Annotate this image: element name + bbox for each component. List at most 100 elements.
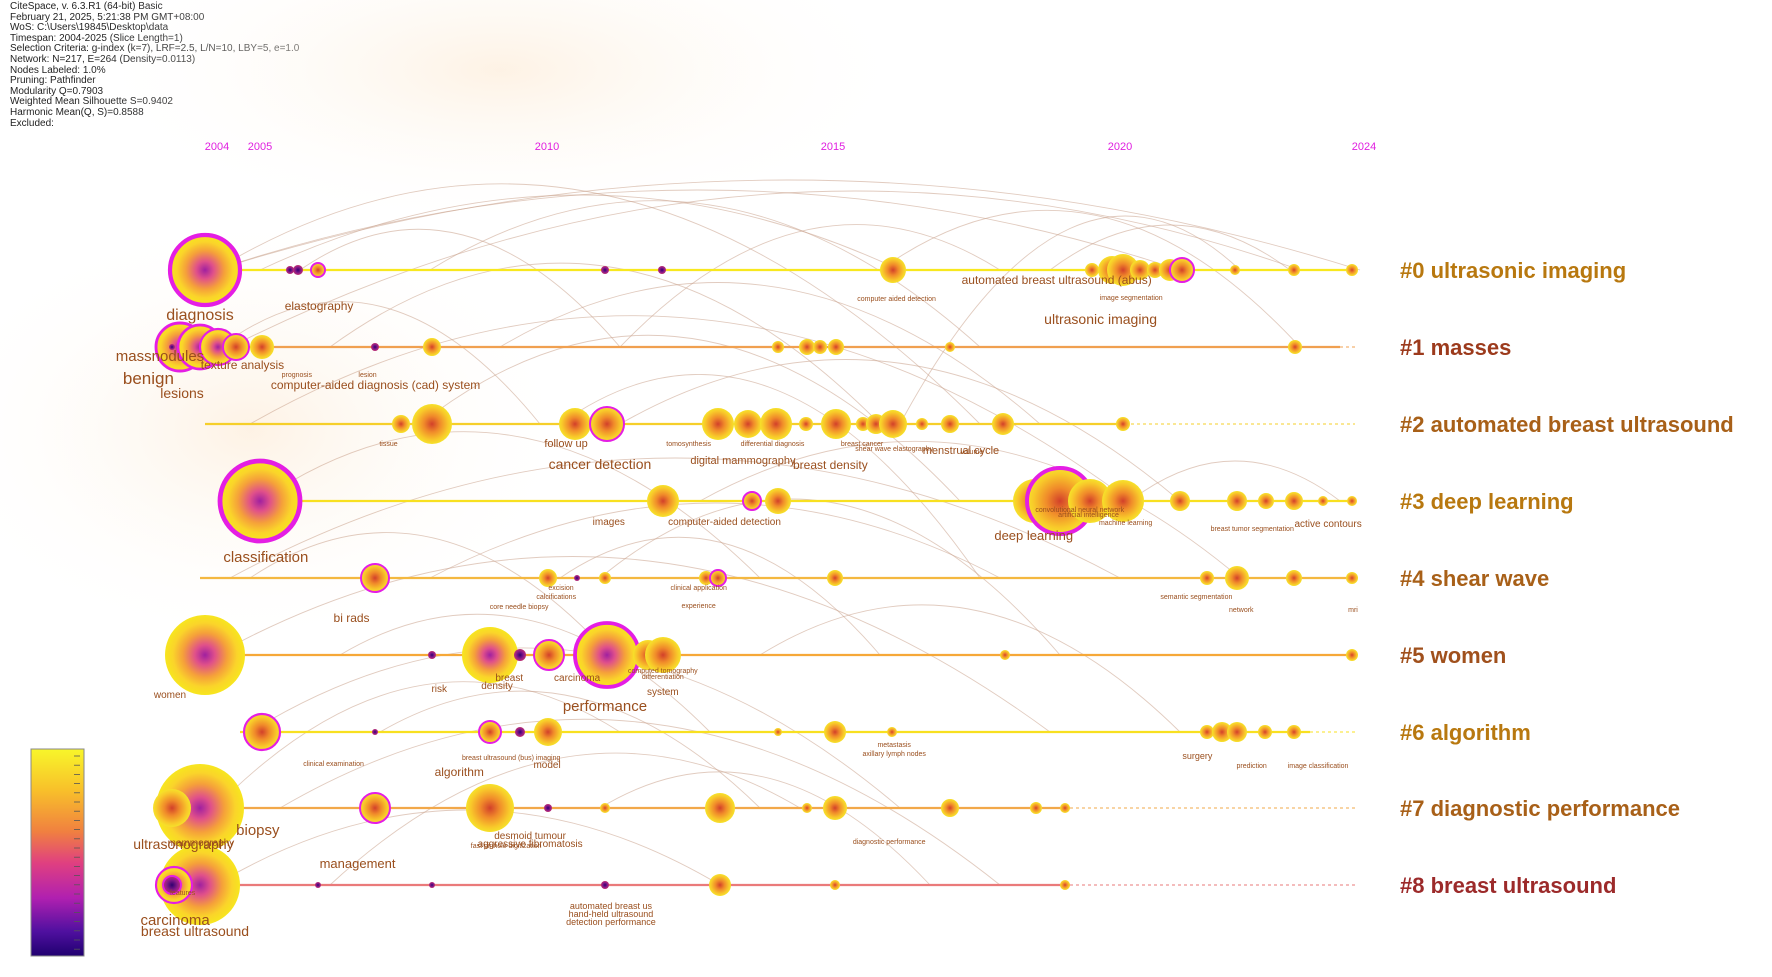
keyword-node[interactable] (658, 266, 666, 274)
keyword-node[interactable] (1346, 264, 1358, 276)
keyword-node[interactable] (250, 335, 274, 359)
keyword-node[interactable] (709, 569, 727, 587)
keyword-node[interactable] (1288, 264, 1300, 276)
keyword-node[interactable] (1287, 725, 1301, 739)
keyword-node[interactable] (645, 637, 681, 673)
keyword-node[interactable] (734, 410, 762, 438)
keyword-node[interactable] (466, 784, 514, 832)
keyword-node[interactable] (647, 485, 679, 517)
keyword-node[interactable] (1230, 265, 1240, 275)
keyword-node[interactable] (428, 651, 436, 659)
keyword-node[interactable] (599, 572, 611, 584)
keyword-node[interactable] (828, 339, 844, 355)
keyword-node[interactable] (1169, 257, 1195, 283)
keyword-node[interactable] (941, 799, 959, 817)
keyword-node[interactable] (601, 881, 609, 889)
keyword-node[interactable] (533, 639, 565, 671)
keyword-node[interactable] (1130, 260, 1150, 280)
keyword-node[interactable] (1225, 566, 1249, 590)
keyword-node[interactable] (992, 413, 1014, 435)
keyword-node[interactable] (169, 344, 175, 350)
cluster-label[interactable]: #8 breast ultrasound (1400, 873, 1616, 898)
keyword-node[interactable] (372, 729, 378, 735)
keyword-node[interactable] (1000, 650, 1010, 660)
keyword-node[interactable] (760, 408, 792, 440)
keyword-node[interactable] (1060, 803, 1070, 813)
keyword-node[interactable] (392, 415, 410, 433)
keyword-node[interactable] (242, 712, 282, 752)
keyword-node[interactable] (709, 874, 731, 896)
cluster-label[interactable]: #3 deep learning (1400, 489, 1574, 514)
keyword-node[interactable] (1068, 479, 1112, 523)
keyword-node[interactable] (1258, 725, 1272, 739)
keyword-node[interactable] (1346, 649, 1358, 661)
keyword-node[interactable] (315, 882, 321, 888)
keyword-node[interactable] (359, 792, 391, 824)
keyword-node[interactable] (1170, 491, 1190, 511)
keyword-node[interactable] (222, 333, 250, 361)
keyword-node[interactable] (515, 727, 525, 737)
keyword-node[interactable] (1346, 572, 1358, 584)
keyword-node[interactable] (1227, 491, 1247, 511)
keyword-node[interactable] (887, 727, 897, 737)
keyword-node[interactable] (293, 265, 303, 275)
keyword-node[interactable] (1288, 340, 1302, 354)
keyword-node[interactable] (1286, 570, 1302, 586)
keyword-node[interactable] (799, 339, 815, 355)
keyword-node[interactable] (360, 563, 390, 593)
keyword-node[interactable] (162, 875, 182, 895)
keyword-node[interactable] (371, 343, 379, 351)
keyword-node[interactable] (534, 718, 562, 746)
keyword-node[interactable] (941, 415, 959, 433)
keyword-node[interactable] (1212, 722, 1232, 742)
cluster-label[interactable]: #1 masses (1400, 335, 1511, 360)
keyword-node[interactable] (813, 340, 827, 354)
keyword-node[interactable] (1227, 722, 1247, 742)
cluster-label[interactable]: #4 shear wave (1400, 566, 1549, 591)
keyword-node[interactable] (879, 410, 907, 438)
keyword-node[interactable] (699, 571, 713, 585)
cluster-label[interactable]: #6 algorithm (1400, 720, 1531, 745)
keyword-node[interactable] (799, 417, 813, 431)
keyword-node[interactable] (601, 266, 609, 274)
cluster-label[interactable]: #2 automated breast ultrasound (1400, 412, 1734, 437)
keyword-node[interactable] (1285, 492, 1303, 510)
keyword-node[interactable] (1258, 493, 1274, 509)
keyword-node[interactable] (702, 408, 734, 440)
keyword-node[interactable] (830, 880, 840, 890)
keyword-node[interactable] (916, 418, 928, 430)
keyword-node[interactable] (600, 803, 610, 813)
keyword-node[interactable] (286, 266, 294, 274)
keyword-node[interactable] (823, 796, 847, 820)
cluster-label[interactable]: #5 women (1400, 643, 1506, 668)
keyword-node[interactable] (772, 341, 784, 353)
keyword-node[interactable] (165, 615, 245, 695)
keyword-node[interactable] (827, 570, 843, 586)
keyword-node[interactable] (429, 882, 435, 888)
keyword-node[interactable] (1200, 571, 1214, 585)
keyword-node[interactable] (705, 793, 735, 823)
keyword-node[interactable] (462, 627, 518, 683)
keyword-node[interactable] (1116, 417, 1130, 431)
keyword-node[interactable] (824, 721, 846, 743)
keyword-node[interactable] (310, 262, 326, 278)
keyword-node[interactable] (160, 845, 240, 925)
keyword-node[interactable] (945, 342, 955, 352)
keyword-node[interactable] (423, 338, 441, 356)
keyword-node[interactable] (765, 488, 791, 514)
cluster-label[interactable]: #7 diagnostic performance (1400, 796, 1680, 821)
cluster-label[interactable]: #0 ultrasonic imaging (1400, 258, 1626, 283)
keyword-node[interactable] (544, 804, 552, 812)
keyword-node[interactable] (802, 803, 812, 813)
keyword-node[interactable] (559, 408, 591, 440)
keyword-node[interactable] (574, 575, 580, 581)
keyword-node[interactable] (153, 789, 191, 827)
keyword-node[interactable] (1030, 802, 1042, 814)
keyword-node[interactable] (1060, 880, 1070, 890)
keyword-node[interactable] (742, 491, 762, 511)
keyword-node[interactable] (412, 404, 452, 444)
keyword-node[interactable] (774, 728, 782, 736)
keyword-node[interactable] (217, 458, 303, 544)
keyword-node[interactable] (156, 764, 244, 852)
keyword-node[interactable] (856, 417, 870, 431)
